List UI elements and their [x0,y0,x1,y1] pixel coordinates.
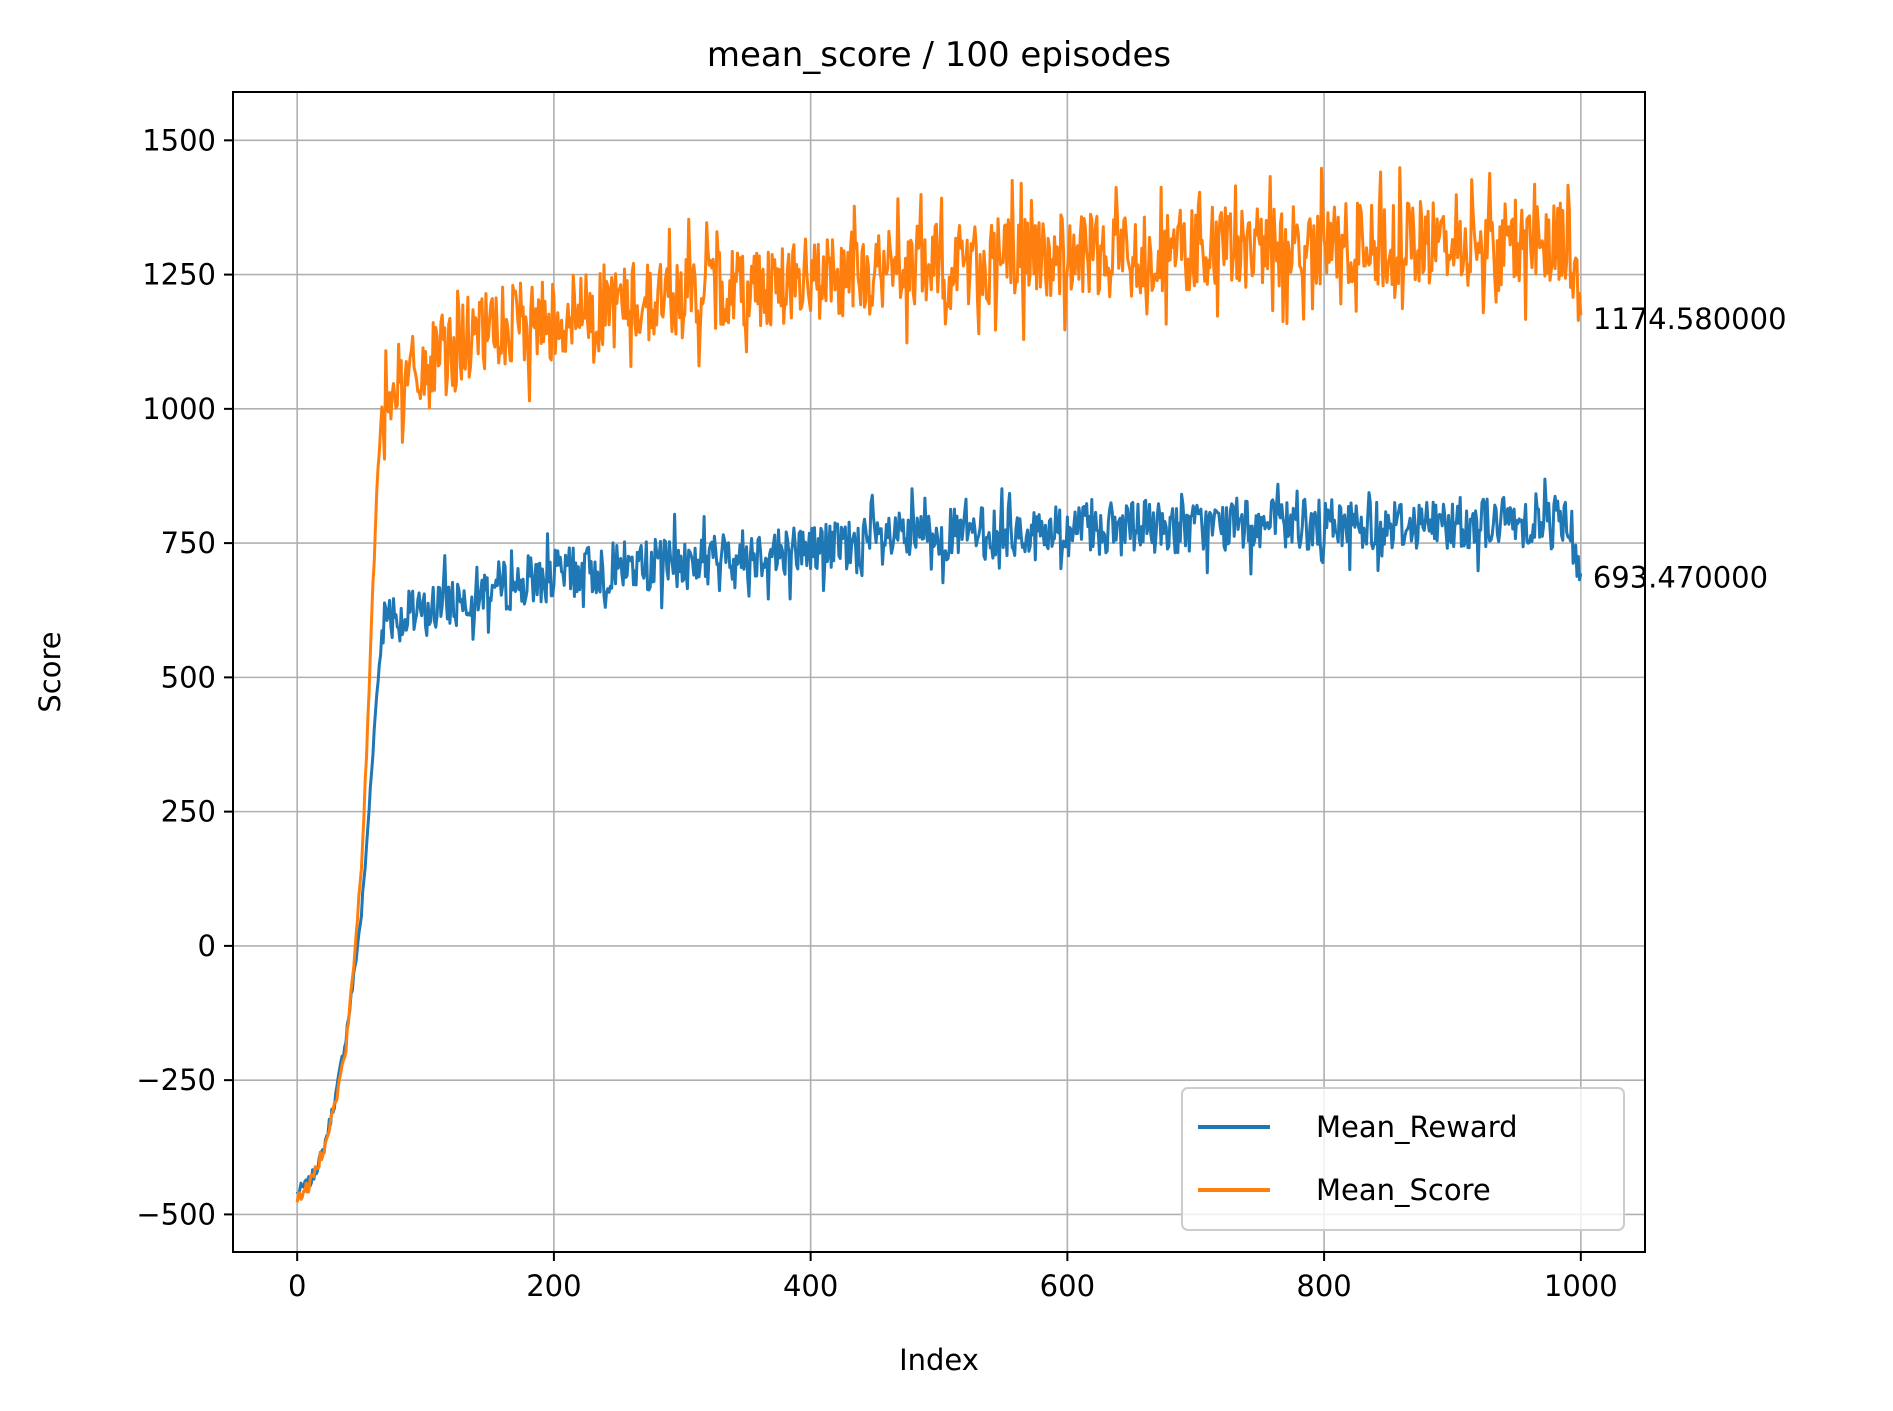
y-tick-label: 1500 [142,123,216,157]
end-label-mean-score: 1174.580000 [1593,302,1787,336]
y-tick-label: 500 [161,660,216,694]
chart-title: mean_score / 100 episodes [707,35,1171,75]
y-tick-label: −500 [136,1197,216,1231]
series-lines [295,166,1583,1203]
x-tick-label: 800 [1296,1269,1351,1303]
end-label-mean-reward: 693.470000 [1593,560,1768,594]
x-tick-label: 600 [1040,1269,1095,1303]
y-tick-label: 750 [161,526,216,560]
end-value-labels: 693.470000 1174.580000 [1593,302,1787,594]
y-tick-label: 1250 [142,258,216,292]
x-tick-label: 200 [526,1269,581,1303]
legend-box [1181,1087,1625,1231]
axes-frame [232,91,1646,1253]
legend: Mean_Reward Mean_Score [1181,1087,1625,1231]
legend-label-mean-reward: Mean_Reward [1316,1110,1518,1144]
x-tick-label: 0 [288,1269,306,1303]
axis-ticks: 0 200 400 600 800 1000 −500 −250 0 250 500 750 1000 1… [136,123,1617,1303]
series-line-mean-score [295,166,1583,1203]
x-tick-label: 400 [783,1269,838,1303]
y-axis-label: Score [33,631,67,712]
legend-label-mean-score: Mean_Score [1316,1173,1491,1207]
y-tick-label: 0 [198,929,216,963]
x-axis-label: Index [899,1343,979,1377]
y-tick-label: 250 [161,795,216,829]
y-tick-label: 1000 [142,392,216,426]
series-line-mean-reward [295,477,1583,1196]
x-tick-label: 1000 [1544,1269,1618,1303]
y-tick-label: −250 [136,1063,216,1097]
